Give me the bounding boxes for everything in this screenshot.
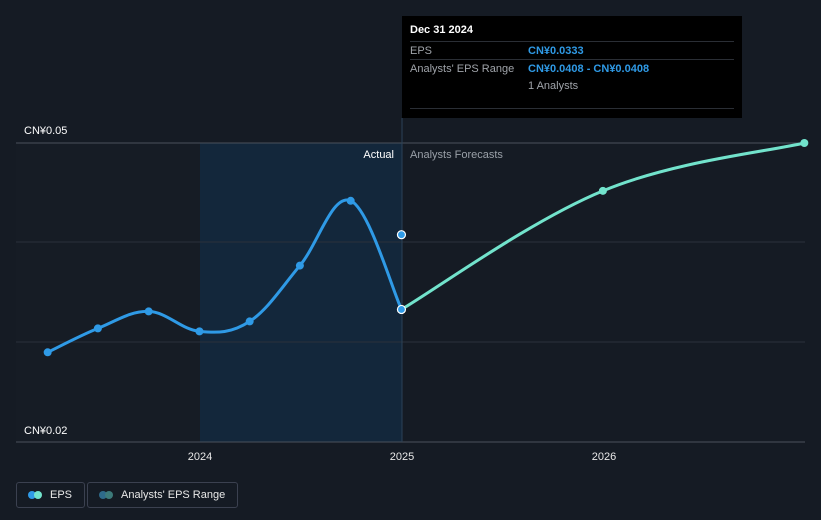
tooltip-row-eps: EPS CN¥0.0333 xyxy=(410,41,734,59)
hover-tooltip: Dec 31 2024 EPS CN¥0.0333 Analysts' EPS … xyxy=(402,16,742,118)
tooltip-eps-key: EPS xyxy=(410,44,433,57)
tooltip-divider xyxy=(410,108,734,109)
swatch-dot-b xyxy=(105,491,113,499)
x-tick-label-2024: 2024 xyxy=(188,451,212,463)
tooltip-range-value: CN¥0.0408 - CN¥0.0408 xyxy=(528,62,650,75)
eps-swatch-icon xyxy=(28,491,42,499)
analysts-range-point[interactable] xyxy=(396,230,407,240)
tooltip-date: Dec 31 2024 xyxy=(410,24,473,36)
legend-range-label: Analysts' EPS Range xyxy=(121,489,226,501)
actual-label: Actual xyxy=(363,149,394,161)
tooltip-row-range: Analysts' EPS Range CN¥0.0408 - CN¥0.040… xyxy=(410,59,734,77)
swatch-dot-a xyxy=(99,491,107,499)
eps-point[interactable] xyxy=(43,348,52,357)
eps-point[interactable] xyxy=(93,324,102,333)
eps-point[interactable] xyxy=(144,307,153,316)
swatch-dot-a xyxy=(28,491,36,499)
eps-point[interactable] xyxy=(295,261,304,270)
highlight-last-year-band xyxy=(200,143,402,442)
tooltip-row-analysts: 1 Analysts xyxy=(410,77,734,94)
y-tick-label-bottom: CN¥0.02 xyxy=(24,425,67,437)
tooltip-eps-value: CN¥0.0333 xyxy=(528,44,584,57)
tooltip-analysts-value: 1 Analysts xyxy=(528,79,579,92)
x-tick-label-2025: 2025 xyxy=(390,451,414,463)
forecast-line xyxy=(400,141,805,311)
legend-eps-button[interactable]: EPS xyxy=(16,482,86,508)
tooltip-range-key: Analysts' EPS Range xyxy=(410,62,515,75)
x-tick-label-2026: 2026 xyxy=(592,451,616,463)
series-layer xyxy=(43,139,809,357)
eps-point[interactable] xyxy=(195,327,204,336)
swatch-dot-b xyxy=(34,491,42,499)
forecast-label: Analysts Forecasts xyxy=(410,149,503,161)
forecast-point[interactable] xyxy=(598,186,607,195)
eps-point[interactable] xyxy=(396,304,407,315)
eps-point[interactable] xyxy=(245,317,254,326)
forecast-point[interactable] xyxy=(800,139,809,147)
legend-range-button[interactable]: Analysts' EPS Range xyxy=(87,482,239,508)
plot-background-past xyxy=(16,143,200,442)
legend-eps-label: EPS xyxy=(50,489,73,501)
eps-point[interactable] xyxy=(346,196,355,205)
y-tick-label-top: CN¥0.05 xyxy=(24,125,67,137)
range-swatch-icon xyxy=(99,491,113,499)
